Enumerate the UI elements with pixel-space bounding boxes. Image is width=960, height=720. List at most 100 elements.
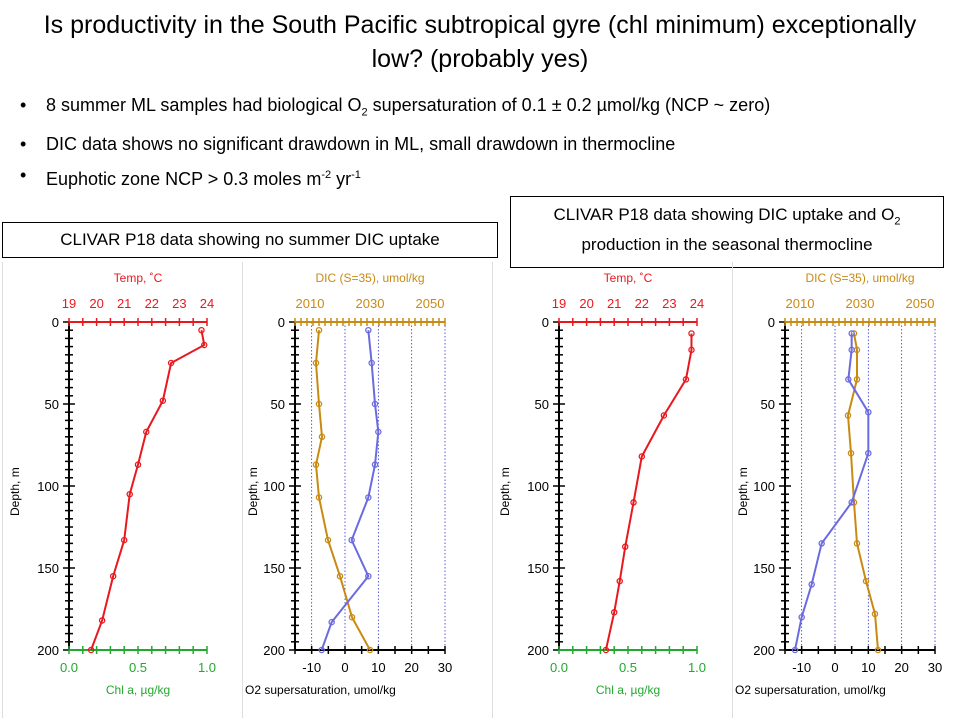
chart2-series-temp-point bbox=[660, 412, 668, 419]
chart2-top-tick-label: 24 bbox=[690, 296, 704, 311]
page-title: Is productivity in the South Pacific sub… bbox=[43, 11, 917, 73]
bullet-superscript: -2 bbox=[321, 168, 332, 181]
chart1-y-tick-label: 0 bbox=[278, 315, 285, 330]
chart0-series-temp-point bbox=[87, 646, 95, 654]
chart0-top-tick-label: 24 bbox=[200, 296, 214, 311]
chart1-series-o2-point bbox=[328, 618, 335, 626]
chart0-y-tick-label: 0 bbox=[52, 315, 59, 330]
chart3-y-tick-label: 0 bbox=[768, 315, 775, 330]
chart2-top-axis-label: Temp, ˚C bbox=[604, 271, 653, 285]
chart1-bottom-tick-label: 20 bbox=[404, 660, 418, 675]
chart1-series-o2-point bbox=[348, 536, 355, 544]
chart1-series-dic-point bbox=[336, 572, 344, 580]
chart2-series-temp-point bbox=[682, 376, 690, 383]
chart0-series-temp-point bbox=[143, 428, 150, 436]
chart1-top-tick-label: 2010 bbox=[296, 296, 325, 311]
chart3-series-o2-point bbox=[845, 376, 852, 383]
chart3-bottom-tick-label: -10 bbox=[792, 660, 811, 675]
chart1-series-dic-point bbox=[324, 536, 332, 544]
chart2-y-axis-label: Depth, m bbox=[498, 467, 512, 516]
chart0-series-temp-point bbox=[109, 572, 117, 580]
bullet-item: • Euphotic zone NCP > 0.3 moles m-2 yr-1 bbox=[20, 164, 770, 190]
chart1-bottom-tick-label: 30 bbox=[438, 660, 452, 675]
bullet-dot: • bbox=[20, 164, 27, 185]
chart0-top-axis-label: Temp, ˚C bbox=[114, 271, 163, 285]
chart0-bottom-axis-label: Chl a, µg/kg bbox=[106, 683, 170, 697]
chart3-bottom-tick-label: 30 bbox=[928, 660, 942, 675]
chart3-bottom-tick-label: 0 bbox=[831, 660, 838, 675]
chart1-bottom-tick-label: 0 bbox=[341, 660, 348, 675]
chart0-y-tick-label: 100 bbox=[37, 479, 59, 494]
caption-text: CLIVAR P18 data showing DIC uptake and O bbox=[553, 205, 895, 224]
bullet-text-end: supersaturation of 0.1 ± 0.2 µmol/kg (NC… bbox=[367, 95, 771, 115]
chart2-bottom-tick-label: 0.5 bbox=[619, 660, 637, 675]
chart2-series-temp-point bbox=[616, 577, 623, 585]
chart3-series-o2-point bbox=[848, 499, 855, 506]
chart3-series-dic-line bbox=[846, 333, 879, 651]
chart3-series-dic-point bbox=[871, 610, 879, 618]
chart2-y-tick-label: 200 bbox=[527, 643, 549, 658]
chart0-bottom-tick-label: 0.5 bbox=[129, 660, 147, 675]
chart1-series-o2-point bbox=[365, 326, 372, 334]
chart3-top-axis-label: DIC (S=35), umol/kg bbox=[805, 271, 914, 285]
chart-panel-temp-chl-left: 0 50 100 150 200 Depth, m 19 20 21 22 23 24 Temp, ˚C… bbox=[2, 262, 241, 718]
chart2-y-tick-label: 150 bbox=[527, 561, 549, 576]
caption-box-left: CLIVAR P18 data showing no summer DIC up… bbox=[2, 222, 498, 258]
chart1-bottom-tick-label: -10 bbox=[302, 660, 321, 675]
chart2-series-temp-point bbox=[602, 646, 610, 654]
chart3-series-dic-point bbox=[862, 577, 870, 585]
chart1-series-dic-point bbox=[315, 494, 323, 501]
chart3-series-o2-point bbox=[798, 613, 805, 621]
chart0-y-tick-label: 200 bbox=[37, 643, 59, 658]
chart1-bottom-tick-label: 10 bbox=[371, 660, 385, 675]
chart1-series-o2-line bbox=[320, 330, 380, 651]
chart0-top-tick-label: 23 bbox=[172, 296, 186, 311]
chart0-series-temp-point bbox=[98, 617, 106, 624]
chart1-y-tick-label: 200 bbox=[263, 643, 285, 658]
chart2-series-temp-point bbox=[610, 609, 618, 616]
chart2-top-tick-label: 19 bbox=[552, 296, 566, 311]
caption-text-line2: production in the seasonal thermocline bbox=[581, 235, 873, 255]
chart0-y-axis-label: Depth, m bbox=[8, 467, 22, 516]
chart2-series-temp-line bbox=[604, 333, 693, 651]
chart2-top-tick-label: 20 bbox=[579, 296, 593, 311]
bullet-text: DIC data shows no significant drawdown i… bbox=[46, 133, 676, 154]
chart0-series-temp-point bbox=[159, 397, 167, 404]
chart3-series-dic-point bbox=[853, 540, 861, 547]
chart2-bottom-axis-label: Chl a, µg/kg bbox=[596, 683, 660, 697]
chart1-y-axis-label: Depth, m bbox=[246, 467, 260, 516]
chart1-y-tick-label: 100 bbox=[263, 479, 285, 494]
chart3-y-axis-label: Depth, m bbox=[736, 467, 750, 516]
chart1-top-axis-label: DIC (S=35), umol/kg bbox=[315, 271, 424, 285]
caption-text: CLIVAR P18 data showing no summer DIC up… bbox=[60, 230, 440, 249]
chart3-y-tick-label: 100 bbox=[753, 479, 775, 494]
chart1-series-o2-point bbox=[318, 646, 325, 654]
chart0-series-temp-point bbox=[120, 536, 128, 544]
bullet-subscript: 2 bbox=[361, 106, 368, 119]
chart3-top-tick-label: 2030 bbox=[846, 296, 875, 311]
chart0-series-temp-point bbox=[198, 326, 205, 334]
chart-panel-dic-o2-left: 0 50 100 150 200 Depth, m 2010 2030 2050 DIC (S=3… bbox=[242, 262, 481, 718]
chart3-series-o2-line bbox=[794, 333, 870, 651]
chart-svg: 0 50 100 150 200 Depth, m 19 20 21 22 23 24 Temp, ˚C… bbox=[498, 271, 706, 697]
chart1-series-dic-point bbox=[318, 433, 326, 441]
bullet-text: Euphotic zone NCP > 0.3 moles m bbox=[46, 168, 322, 189]
chart3-series-o2-point bbox=[808, 581, 815, 588]
bullet-item: • 8 summer ML samples had biological O2 … bbox=[20, 94, 770, 124]
chart1-series-dic-point bbox=[366, 646, 374, 654]
caption-subscript: 2 bbox=[894, 215, 901, 228]
chart3-series-o2-point bbox=[848, 346, 855, 354]
chart1-series-dic-point bbox=[315, 400, 323, 408]
chart3-y-tick-label: 50 bbox=[761, 397, 775, 412]
chart1-bottom-axis-label: O2 supersaturation, umol/kg bbox=[245, 683, 396, 697]
chart3-bottom-axis-label: O2 supersaturation, umol/kg bbox=[735, 683, 886, 697]
chart1-series-dic-line bbox=[314, 330, 371, 651]
chart3-series-o2-point bbox=[865, 449, 872, 457]
chart3-series-o2-point bbox=[818, 540, 825, 547]
chart2-y-tick-label: 0 bbox=[542, 315, 549, 330]
chart0-series-temp-point bbox=[134, 461, 142, 468]
chart0-bottom-tick-label: 0.0 bbox=[60, 660, 78, 675]
chart3-series-dic-point bbox=[874, 646, 882, 654]
chart2-top-tick-label: 21 bbox=[607, 296, 621, 311]
chart0-series-temp-line bbox=[90, 330, 206, 651]
